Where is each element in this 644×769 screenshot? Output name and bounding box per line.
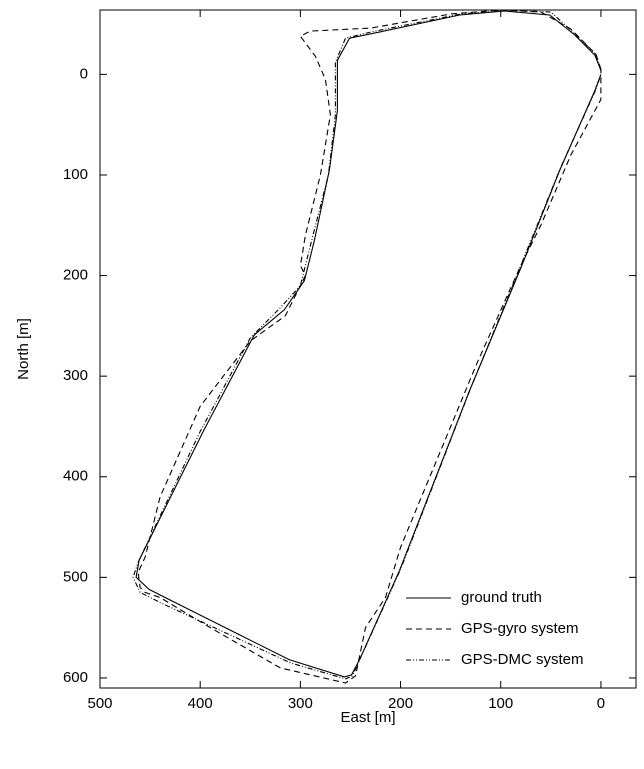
y-tick-label: 0 [80,65,88,82]
x-tick-label: 500 [87,695,112,712]
y-tick-label: 600 [63,669,88,686]
x-tick-label: 100 [488,695,513,712]
plot-frame [99,9,637,689]
y-tick-label: 500 [63,568,88,585]
y-tick-label: 300 [63,367,88,384]
legend-label: GPS-gyro system [461,620,579,637]
x-tick-label: 400 [188,695,213,712]
legend-label: ground truth [461,589,542,606]
legend-label: GPS-DMC system [461,651,584,668]
x-tick-label: 300 [288,695,313,712]
series-line [132,10,602,680]
y-tick-label: 200 [63,267,88,284]
series-line [135,10,602,678]
y-axis-label: North [m] [15,318,32,380]
y-tick-label: 400 [63,468,88,485]
x-axis-label: East [m] [340,709,395,726]
x-tick-label: 0 [597,695,605,712]
lines [132,10,602,684]
x-tick-label: 200 [388,695,413,712]
y-tick-label: 100 [63,166,88,183]
series-line [137,10,602,684]
